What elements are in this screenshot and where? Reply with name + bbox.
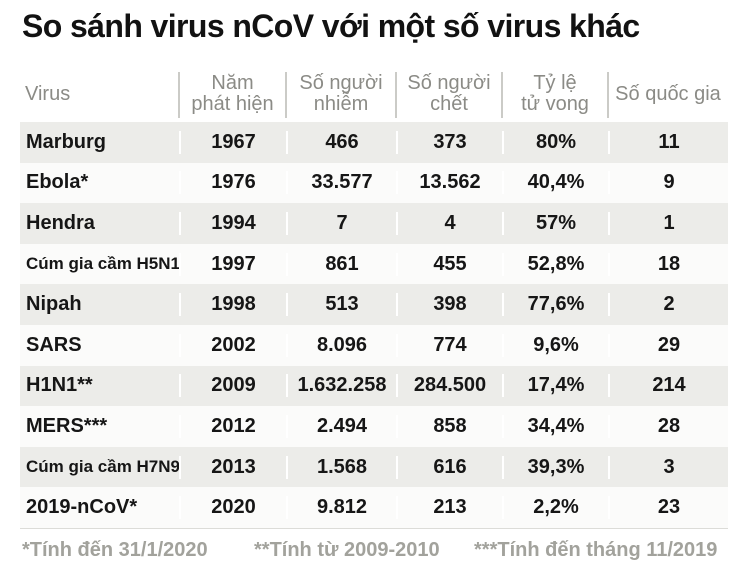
cell-infected-count: 2.494: [286, 414, 396, 438]
cell-fatality-rate: 39,3%: [502, 455, 608, 479]
cell-year-discovered: 2012: [179, 414, 286, 438]
cell-infected-count: 9.812: [286, 496, 396, 520]
cell-virus-name: Nipah: [26, 293, 82, 316]
cell-death-count: 774: [396, 333, 502, 357]
cell-virus-name: Marburg: [26, 130, 106, 153]
page-title: So sánh virus nCoV với một số virus khác: [22, 8, 640, 44]
cell-fatality-rate: 17,4%: [502, 374, 608, 398]
cell-year-discovered: 2013: [179, 455, 286, 479]
cell-virus-name: Ebola*: [26, 171, 89, 194]
cell-year-discovered: 2009: [179, 374, 286, 398]
cell-death-count: 4: [396, 211, 502, 235]
cell-year-discovered: 1994: [179, 211, 286, 235]
cell-death-count: 398: [396, 293, 502, 317]
cell-country-count: 18: [608, 252, 728, 276]
cell-country-count: 9: [608, 171, 728, 195]
virus-comparison-table: Virus Năm phát hiện Số người nhiễm Số ng…: [20, 70, 728, 529]
cell-infected-count: 1.568: [286, 455, 396, 479]
cell-fatality-rate: 52,8%: [502, 252, 608, 276]
cell-country-count: 29: [608, 333, 728, 357]
cell-year-discovered: 2020: [179, 496, 286, 520]
cell-death-count: 616: [396, 455, 502, 479]
cell-country-count: 2: [608, 293, 728, 317]
cell-virus-name: H1N1**: [26, 374, 93, 397]
cell-year-discovered: 1997: [179, 252, 286, 276]
cell-infected-count: 8.096: [286, 333, 396, 357]
footnote-1: *Tính đến 31/1/2020: [22, 539, 208, 561]
cell-year-discovered: 1967: [179, 130, 286, 154]
cell-fatality-rate: 9,6%: [502, 333, 608, 357]
cell-fatality-rate: 2,2%: [502, 496, 608, 520]
cell-infected-count: 1.632.258: [286, 374, 396, 398]
cell-death-count: 858: [396, 414, 502, 438]
header-year-discovered: Năm phát hiện: [179, 70, 287, 118]
table-row: Cúm gia cầm H5N1 1997 861 455 52,8% 18: [20, 243, 728, 285]
cell-country-count: 3: [608, 455, 728, 479]
cell-death-count: 455: [396, 252, 502, 276]
header-infected-count: Số người nhiễm: [286, 70, 397, 118]
cell-country-count: 214: [608, 374, 728, 398]
cell-infected-count: 7: [286, 211, 396, 235]
cell-virus-name: Cúm gia cầm H7N9: [26, 457, 179, 477]
table-row: MERS*** 2012 2.494 858 34,4% 28: [20, 406, 728, 447]
cell-death-count: 13.562: [396, 171, 502, 195]
table-row: H1N1** 2009 1.632.258 284.500 17,4% 214: [20, 365, 728, 407]
header-virus: Virus: [20, 70, 180, 118]
table-row: Ebola* 1976 33.577 13.562 40,4% 9: [20, 162, 728, 204]
cell-year-discovered: 1976: [179, 171, 286, 195]
cell-country-count: 11: [608, 130, 728, 154]
cell-virus-name: Cúm gia cầm H5N1: [26, 254, 179, 274]
cell-fatality-rate: 80%: [502, 130, 608, 154]
cell-fatality-rate: 40,4%: [502, 171, 608, 195]
cell-virus-name: SARS: [26, 333, 82, 356]
table-row: SARS 2002 8.096 774 9,6% 29: [20, 324, 728, 366]
cell-fatality-rate: 77,6%: [502, 293, 608, 317]
cell-country-count: 1: [608, 211, 728, 235]
table-row: 2019-nCoV* 2020 9.812 213 2,2% 23: [20, 487, 728, 528]
table-body: Marburg 1967 466 373 80% 11 Ebola* 1976 33.577 13…: [20, 122, 728, 529]
cell-year-discovered: 1998: [179, 293, 286, 317]
cell-year-discovered: 2002: [179, 333, 286, 357]
cell-death-count: 213: [396, 496, 502, 520]
header-fatality-rate: Tỷ lệ tử vong: [502, 70, 609, 118]
cell-virus-name: Hendra: [26, 211, 95, 234]
cell-infected-count: 466: [286, 130, 396, 154]
cell-virus-name: MERS***: [26, 414, 108, 437]
cell-fatality-rate: 57%: [502, 211, 608, 235]
header-country-count: Số quốc gia: [615, 82, 721, 105]
cell-infected-count: 33.577: [286, 171, 396, 195]
table-header-row: Virus Năm phát hiện Số người nhiễm Số ng…: [20, 70, 728, 118]
cell-country-count: 28: [608, 414, 728, 438]
footnote-2: **Tính từ 2009-2010: [254, 539, 440, 561]
table-row: Hendra 1994 7 4 57% 1: [20, 203, 728, 244]
cell-death-count: 284.500: [396, 374, 502, 398]
cell-fatality-rate: 34,4%: [502, 414, 608, 438]
table-row: Marburg 1967 466 373 80% 11: [20, 122, 728, 163]
table-row: Cúm gia cầm H7N9 2013 1.568 616 39,3% 3: [20, 446, 728, 488]
cell-country-count: 23: [608, 496, 728, 520]
cell-infected-count: 861: [286, 252, 396, 276]
cell-virus-name: 2019-nCoV*: [26, 496, 138, 519]
cell-infected-count: 513: [286, 293, 396, 317]
cell-death-count: 373: [396, 130, 502, 154]
header-death-count: Số người chết: [396, 70, 503, 118]
footnote-3: ***Tính đến tháng 11/2019: [474, 539, 718, 561]
table-row: Nipah 1998 513 398 77,6% 2: [20, 284, 728, 325]
